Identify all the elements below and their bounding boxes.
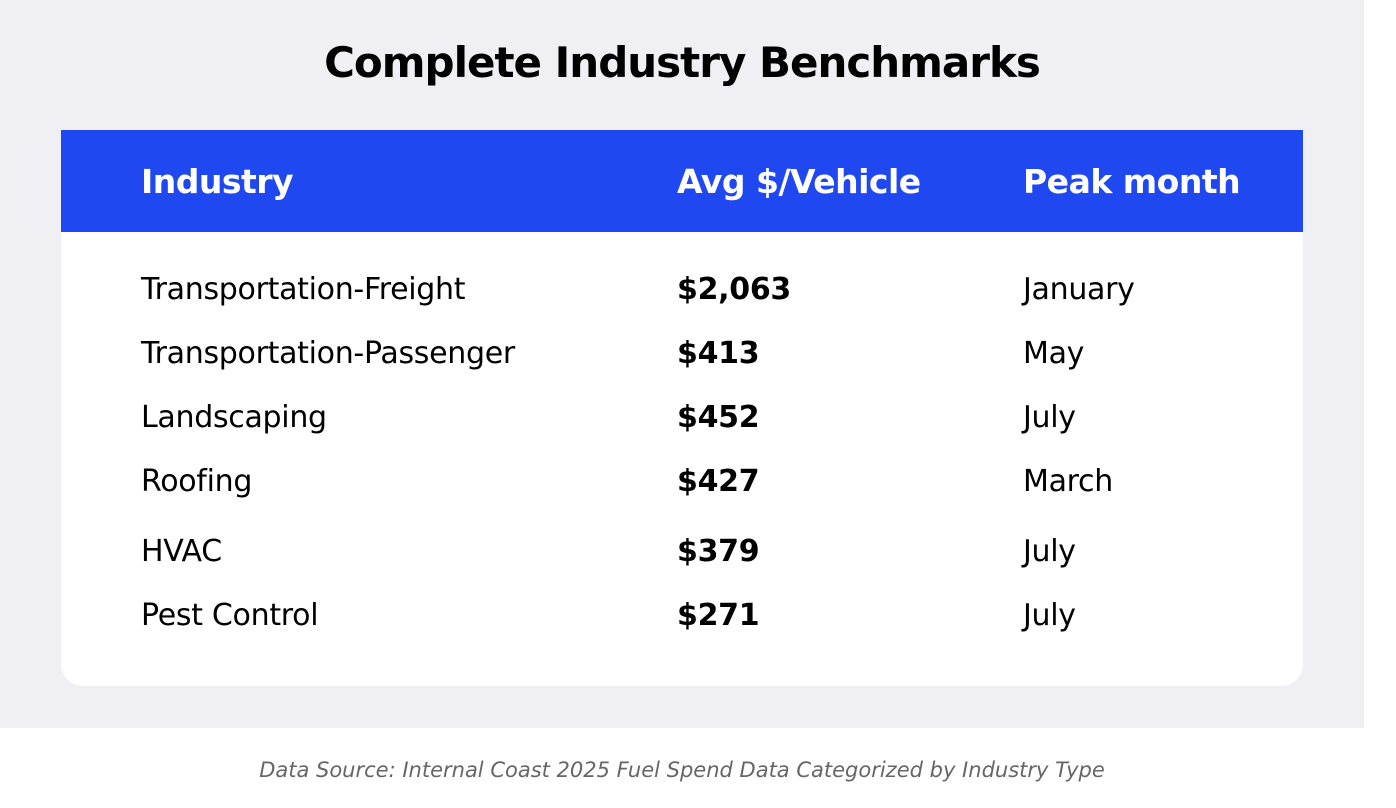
cell: $271 (677, 598, 760, 633)
panel: Complete Industry Benchmarks Industry Avg… (0, 0, 1364, 728)
cell: Transportation-Passenger (141, 336, 515, 371)
cell: $452 (677, 400, 760, 435)
cell: $427 (677, 464, 760, 499)
cell: July (1023, 598, 1076, 633)
cell: HVAC (141, 534, 222, 569)
cell: Landscaping (141, 400, 327, 435)
cell: Transportation-Freight (141, 272, 466, 307)
cell: Roofing (141, 464, 253, 499)
cell: May (1023, 336, 1085, 371)
cell: $2,063 (677, 272, 791, 307)
footer: Data Source: Internal Coast 2025 Fuel Sp… (259, 758, 1105, 782)
cell: March (1023, 464, 1113, 499)
title: Complete Industry Benchmarks (324, 38, 1041, 87)
cell: $413 (677, 336, 760, 371)
header-cell: Peak month (1023, 162, 1241, 201)
header-cell: Avg $/Vehicle (677, 162, 921, 201)
cell: July (1023, 534, 1076, 569)
cell: Pest Control (141, 598, 319, 633)
cell: July (1023, 400, 1076, 435)
cell: January (1023, 272, 1135, 307)
cell: $379 (677, 534, 760, 569)
table: Industry Avg $/Vehicle Peak month Transpor… (61, 130, 1303, 686)
table-header: Industry Avg $/Vehicle Peak month (61, 130, 1303, 232)
header-cell: Industry (141, 162, 294, 201)
